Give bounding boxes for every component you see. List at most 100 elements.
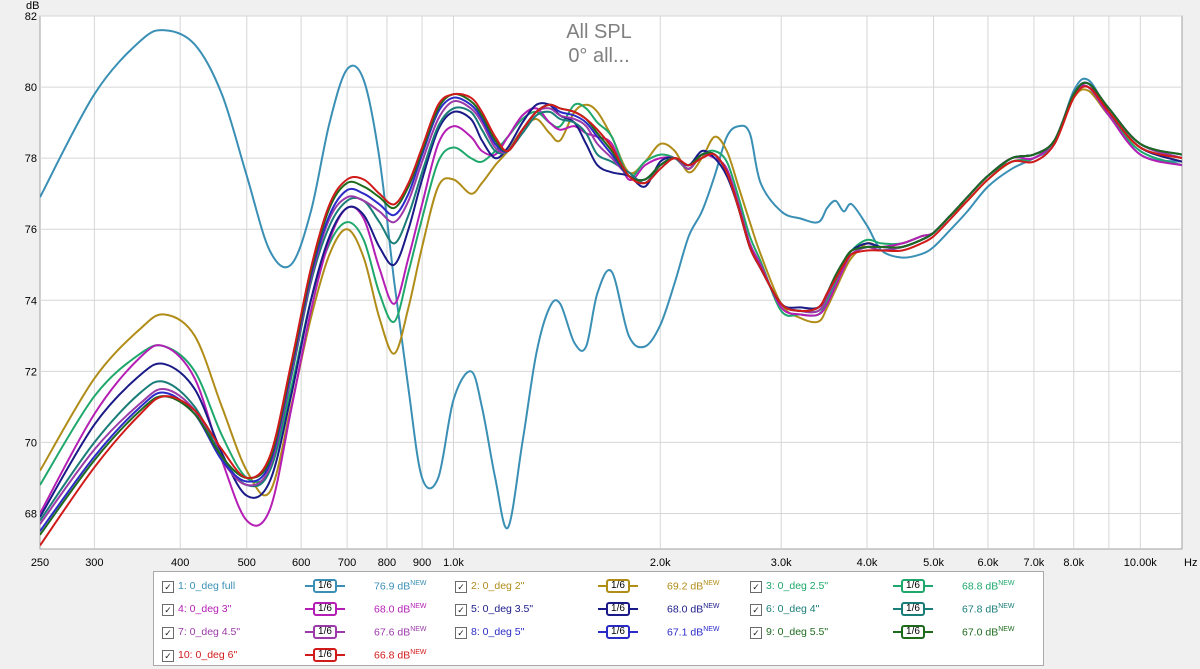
legend-new-tag: NEW xyxy=(703,580,720,587)
legend-new-tag: NEW xyxy=(998,603,1015,610)
y-tick-label: 70 xyxy=(25,437,37,449)
y-tick-label: 72 xyxy=(25,366,37,378)
smoothing-button[interactable]: 1/6 xyxy=(313,579,337,593)
legend-item[interactable]: ✓ 1: 0_deg full 1/6 76.9 dBNEW xyxy=(162,579,447,599)
legend-label: 8: 0_deg 5" xyxy=(471,626,525,638)
legend-new-tag: NEW xyxy=(703,626,720,633)
smoothing-button[interactable]: 1/6 xyxy=(901,625,925,639)
x-tick-label: 600 xyxy=(292,557,310,569)
x-tick-label: 900 xyxy=(413,557,431,569)
legend-checkbox[interactable]: ✓ xyxy=(162,650,174,662)
legend-item[interactable]: ✓ 6: 0_deg 4" 1/6 67.8 dBNEW xyxy=(750,602,1035,622)
chart-title: All SPL xyxy=(566,21,632,43)
x-tick-label: 300 xyxy=(85,557,103,569)
smoothing-button[interactable]: 1/6 xyxy=(901,579,925,593)
legend-new-tag: NEW xyxy=(410,649,427,656)
y-tick-label: 82 xyxy=(25,11,37,23)
legend-label: 5: 0_deg 3.5" xyxy=(471,603,534,615)
legend-checkbox[interactable]: ✓ xyxy=(750,604,762,616)
y-tick-label: 76 xyxy=(25,224,37,236)
legend-checkbox[interactable]: ✓ xyxy=(162,604,174,616)
legend-item[interactable]: ✓ 4: 0_deg 3" 1/6 68.0 dBNEW xyxy=(162,602,447,622)
legend-label: 6: 0_deg 4" xyxy=(766,603,820,615)
legend-item[interactable]: ✓ 8: 0_deg 5" 1/6 67.1 dBNEW xyxy=(455,625,740,645)
smoothing-line-right xyxy=(337,631,345,633)
smoothing-line-left xyxy=(598,608,606,610)
legend-new-tag: NEW xyxy=(703,603,720,610)
smoothing-line-left xyxy=(598,585,606,587)
x-tick-label: 6.0k xyxy=(978,557,999,569)
x-tick-label: 8.0k xyxy=(1063,557,1084,569)
legend-item[interactable]: ✓ 9: 0_deg 5.5" 1/6 67.0 dBNEW xyxy=(750,625,1035,645)
legend-label: 9: 0_deg 5.5" xyxy=(766,626,829,638)
series-line-1 xyxy=(40,29,1182,530)
legend-level-value: 68.0 dB xyxy=(374,603,411,616)
smoothing-button[interactable]: 1/6 xyxy=(313,648,337,662)
legend-level: 68.0 dBNEW xyxy=(667,603,720,616)
y-tick-label: 80 xyxy=(25,82,37,94)
smoothing-line-left xyxy=(893,608,901,610)
legend-panel: ✓ 1: 0_deg full 1/6 76.9 dBNEW ✓ 2: 0_deg 2" 1… xyxy=(153,571,1044,666)
x-tick-label: 250 xyxy=(31,557,49,569)
x-tick-label: 5.0k xyxy=(923,557,944,569)
legend-level-value: 68.0 dB xyxy=(667,603,704,616)
smoothing-button[interactable]: 1/6 xyxy=(313,602,337,616)
chart-subtitle: 0° all... xyxy=(568,45,629,67)
smoothing-button[interactable]: 1/6 xyxy=(313,625,337,639)
smoothing-line-left xyxy=(893,585,901,587)
legend-checkbox[interactable]: ✓ xyxy=(162,581,174,593)
legend-new-tag: NEW xyxy=(998,580,1015,587)
series-line-9 xyxy=(40,81,1182,536)
x-tick-label: 500 xyxy=(238,557,256,569)
legend-label: 10: 0_deg 6" xyxy=(178,649,238,661)
legend-checkbox[interactable]: ✓ xyxy=(455,604,467,616)
smoothing-line-right xyxy=(925,631,933,633)
legend-label: 1: 0_deg full xyxy=(178,580,236,592)
plot-area xyxy=(39,15,1183,550)
legend-new-tag: NEW xyxy=(410,603,427,610)
legend-checkbox[interactable]: ✓ xyxy=(750,581,762,593)
smoothing-line-right xyxy=(337,585,345,587)
smoothing-button[interactable]: 1/6 xyxy=(606,602,630,616)
legend-checkbox[interactable]: ✓ xyxy=(162,627,174,639)
legend-checkbox[interactable]: ✓ xyxy=(750,627,762,639)
smoothing-button[interactable]: 1/6 xyxy=(606,579,630,593)
smoothing-line-right xyxy=(337,608,345,610)
legend-level: 76.9 dBNEW xyxy=(374,580,427,593)
legend-label: 3: 0_deg 2.5" xyxy=(766,580,829,592)
legend-item[interactable]: ✓ 2: 0_deg 2" 1/6 69.2 dBNEW xyxy=(455,579,740,599)
y-tick-label: 78 xyxy=(25,153,37,165)
smoothing-line-left xyxy=(305,585,313,587)
legend-level-value: 67.6 dB xyxy=(374,626,411,639)
legend-level: 66.8 dBNEW xyxy=(374,649,427,662)
y-tick-label: 68 xyxy=(25,508,37,520)
legend-label: 7: 0_deg 4.5" xyxy=(178,626,241,638)
smoothing-line-left xyxy=(893,631,901,633)
legend-item[interactable]: ✓ 7: 0_deg 4.5" 1/6 67.6 dBNEW xyxy=(162,625,447,645)
smoothing-line-right xyxy=(337,654,345,656)
smoothing-line-right xyxy=(630,608,638,610)
legend-level-value: 76.9 dB xyxy=(374,580,411,593)
legend-item[interactable]: ✓ 3: 0_deg 2.5" 1/6 68.8 dBNEW xyxy=(750,579,1035,599)
legend-new-tag: NEW xyxy=(998,626,1015,633)
legend-label: 4: 0_deg 3" xyxy=(178,603,232,615)
smoothing-line-right xyxy=(630,585,638,587)
legend-level: 68.8 dBNEW xyxy=(962,580,1015,593)
legend-item[interactable]: ✓ 5: 0_deg 3.5" 1/6 68.0 dBNEW xyxy=(455,602,740,622)
x-tick-label: 2.0k xyxy=(650,557,671,569)
grid-lines xyxy=(40,15,1182,549)
legend-checkbox[interactable]: ✓ xyxy=(455,581,467,593)
x-tick-label: 10.00k xyxy=(1124,557,1158,569)
smoothing-button[interactable]: 1/6 xyxy=(901,602,925,616)
legend-label: 2: 0_deg 2" xyxy=(471,580,525,592)
legend-level-value: 67.1 dB xyxy=(667,626,704,639)
x-tick-label: 4.0k xyxy=(857,557,878,569)
legend-level: 67.1 dBNEW xyxy=(667,626,720,639)
smoothing-button[interactable]: 1/6 xyxy=(606,625,630,639)
x-tick-label: 3.0k xyxy=(771,557,792,569)
smoothing-line-left xyxy=(305,654,313,656)
y-tick-label: 74 xyxy=(25,295,37,307)
legend-item[interactable]: ✓ 10: 0_deg 6" 1/6 66.8 dBNEW xyxy=(162,648,447,668)
legend-level-value: 67.0 dB xyxy=(962,626,999,639)
legend-checkbox[interactable]: ✓ xyxy=(455,627,467,639)
